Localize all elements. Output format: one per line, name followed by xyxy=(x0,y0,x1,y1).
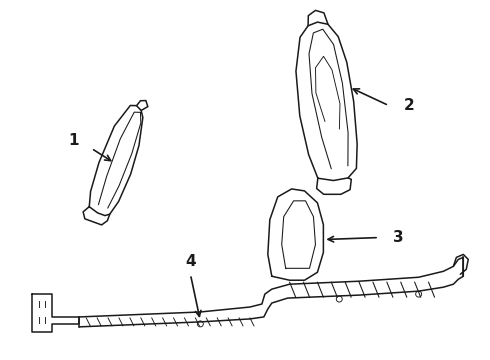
Text: 3: 3 xyxy=(393,230,404,245)
Text: 4: 4 xyxy=(185,254,196,269)
Text: 2: 2 xyxy=(403,98,414,113)
Text: 1: 1 xyxy=(68,133,78,148)
